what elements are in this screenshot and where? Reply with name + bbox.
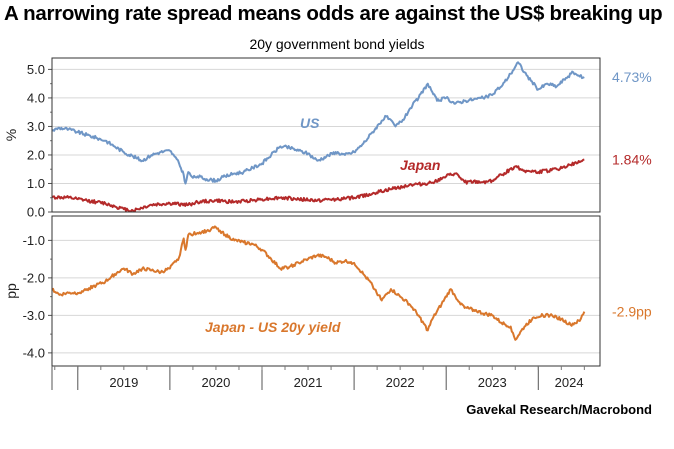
panel-frame [51, 215, 601, 367]
series-end-label: 4.73% [612, 69, 652, 85]
x-tick-label: 2021 [294, 375, 323, 390]
y-tick-label: -4.0 [23, 345, 45, 360]
x-tick-label: 2024 [555, 375, 584, 390]
x-tick-label: 2023 [478, 375, 507, 390]
source-credit: Gavekal Research/Macrobond [466, 402, 652, 417]
spread-series-label: Japan - US 20y yield [205, 319, 341, 335]
series-line [51, 158, 585, 213]
axis-labels: 0.0 1.0 2.0 3.0 4.0 5.0% 4.73% 1.84% -4.0 -3.0 -2.… [3, 62, 652, 390]
y-tick-label: 0.0 [27, 205, 45, 220]
series-end-label: -2.9pp [612, 304, 652, 320]
y-tick-label: 3.0 [27, 119, 45, 134]
chart-subtitle: 20y government bond yields [249, 36, 425, 52]
bottom-panel-grid [52, 239, 600, 354]
japan-series-label: Japan [400, 157, 440, 173]
y-tick-label: -2.0 [23, 270, 45, 285]
y-tick-label: 4.0 [27, 90, 45, 105]
y-tick-label: 1.0 [27, 176, 45, 191]
y-tick-label: 2.0 [27, 147, 45, 162]
x-tick-label: 2020 [201, 375, 230, 390]
y-tick-label: 5.0 [27, 62, 45, 77]
x-tick-label: 2022 [386, 375, 415, 390]
chart-title: A narrowing rate spread means odds are a… [4, 2, 663, 25]
panel-frames [48, 57, 601, 390]
y-axis-label: pp [3, 283, 19, 299]
y-tick-label: -3.0 [23, 308, 45, 323]
series-line [51, 225, 586, 341]
x-tick-label: 2019 [109, 375, 138, 390]
panel-frame [51, 57, 601, 213]
us-series-label: US [300, 115, 320, 131]
top-panel-grid [52, 68, 600, 213]
series-line [51, 61, 585, 185]
y-tick-label: -1.0 [23, 233, 45, 248]
y-axis-label: % [3, 129, 19, 141]
series-lines [51, 61, 586, 341]
series-end-label: 1.84% [612, 152, 652, 168]
